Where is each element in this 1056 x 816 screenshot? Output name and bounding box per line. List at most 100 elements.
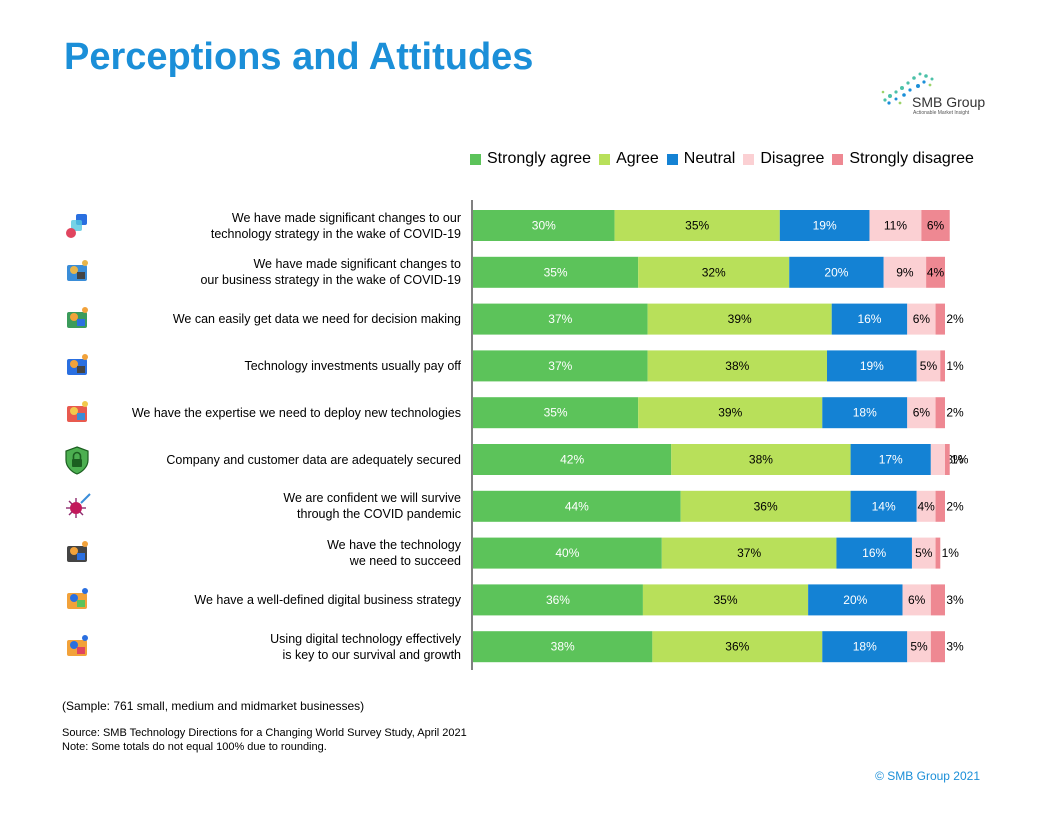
data-label: 16% — [857, 312, 881, 326]
bar-segment — [680, 490, 851, 522]
virus-icon — [62, 491, 92, 521]
bar-segment — [831, 303, 908, 335]
data-label: 36% — [725, 640, 749, 654]
data-label: 20% — [824, 265, 848, 279]
bar-segment — [638, 397, 823, 429]
data-label: 1% — [951, 453, 969, 467]
row-label: Company and customer data are adequately… — [166, 452, 461, 468]
row-label-line: We have the technology — [327, 538, 461, 553]
expert-icon — [62, 398, 92, 428]
bar-segment — [473, 490, 681, 522]
chart-legend: Strongly agree Agree Neutral Disagree Strong… — [470, 149, 982, 169]
row-label-line: We have made significant changes to our — [231, 210, 461, 225]
trophy-icon — [62, 538, 92, 568]
sample-note: (Sample: 761 small, medium and midmarket… — [62, 699, 365, 713]
data-label: 30% — [532, 219, 556, 233]
data-label: 38% — [551, 640, 575, 654]
row-label-line: Using digital technology effectively — [270, 631, 461, 646]
data-label: 6% — [927, 219, 945, 233]
bar-segment — [836, 537, 912, 569]
bar-segment — [935, 490, 945, 522]
bar-segment — [940, 350, 945, 382]
logo-name: SMB Group — [912, 94, 986, 110]
bar-segment — [850, 490, 917, 522]
row-label-line: We have made significant changes to — [253, 257, 461, 272]
bar-segment — [473, 584, 643, 616]
row-label: We have made significant changes to our b… — [200, 256, 461, 288]
data-label: 5% — [910, 640, 928, 654]
legend-item: Strongly disagree — [832, 150, 974, 168]
rounding-note: Note: Some totals do not equal 100% due … — [62, 741, 327, 753]
legend-swatch — [470, 153, 481, 165]
bar-segment — [473, 256, 639, 288]
bar-segment — [808, 584, 903, 616]
row-label-line: Technology investments usually pay off — [244, 358, 461, 373]
data-label: 6% — [913, 312, 931, 326]
bar-segment — [822, 631, 908, 663]
bar-segment — [916, 350, 941, 382]
bar-segment — [916, 490, 936, 522]
bar-segment — [935, 303, 945, 335]
data-label: 14% — [872, 499, 896, 513]
row-label-line: technology strategy in the wake of COVID… — [210, 226, 461, 241]
bar-segment — [652, 631, 823, 663]
row-label: We have made significant changes to our t… — [211, 210, 461, 242]
legend-label: Strongly disagree — [849, 150, 974, 167]
legend-item: Neutral — [666, 150, 735, 168]
data-label: 2% — [946, 312, 964, 326]
data-label: 3% — [946, 593, 964, 607]
bar-segment — [869, 210, 922, 241]
data-label: 37% — [548, 312, 572, 326]
row-label-line: We have a well-defined digital business … — [194, 592, 461, 607]
bar-segment — [921, 210, 950, 241]
bar-segment — [647, 350, 827, 382]
bar-segment — [473, 397, 639, 429]
legend-swatch — [599, 153, 611, 165]
data-label: 32% — [702, 265, 726, 279]
row-label: Using digital technology effectively is k… — [270, 631, 461, 663]
smb-group-logo: SMB Group Actionable Market Insight — [880, 70, 990, 120]
legend-item: Disagree — [743, 150, 824, 168]
row-label-line: through the COVID pandemic — [297, 507, 461, 522]
data-label: 3% — [946, 453, 964, 467]
bar-segment — [907, 631, 931, 663]
data-label: 6% — [913, 406, 931, 420]
bar-segment — [911, 537, 936, 569]
row-label: We have the expertise we need to deploy … — [132, 405, 461, 421]
data-label: 5% — [920, 359, 938, 373]
bar-segment — [822, 397, 908, 429]
data-label: 35% — [544, 265, 568, 279]
bar-segment — [902, 584, 931, 616]
data-label: 39% — [718, 406, 742, 420]
page-title: Perceptions and Attitudes — [64, 36, 534, 78]
row-label-line: is key to our survival and growth — [282, 647, 461, 662]
legend-swatch — [666, 153, 678, 165]
legend-label: Disagree — [760, 150, 825, 167]
data-label: 18% — [853, 406, 877, 420]
data-label: 1% — [946, 359, 964, 373]
digital-strategy-icon — [62, 585, 92, 615]
data-person-icon — [62, 304, 92, 334]
bar-segment — [473, 210, 615, 241]
data-label: 9% — [896, 265, 914, 279]
bar-segment — [935, 397, 945, 429]
shield-lock-icon — [62, 445, 92, 475]
data-label: 36% — [754, 499, 778, 513]
data-label: 40% — [555, 546, 579, 560]
bar-segment — [827, 350, 917, 382]
bar-segment — [907, 303, 936, 335]
legend-swatch — [743, 153, 755, 165]
data-label: 37% — [737, 546, 761, 560]
bar-segment — [642, 584, 809, 616]
bar-segment — [779, 210, 870, 241]
bar-segment — [661, 537, 837, 569]
data-label: 19% — [860, 359, 884, 373]
bar-segment — [473, 350, 648, 382]
bar-segment — [473, 631, 653, 663]
data-label: 39% — [728, 312, 752, 326]
data-label: 35% — [544, 406, 568, 420]
data-label: 1% — [942, 546, 960, 560]
logo-dots-icon — [881, 72, 934, 105]
bar-segment — [473, 444, 672, 475]
